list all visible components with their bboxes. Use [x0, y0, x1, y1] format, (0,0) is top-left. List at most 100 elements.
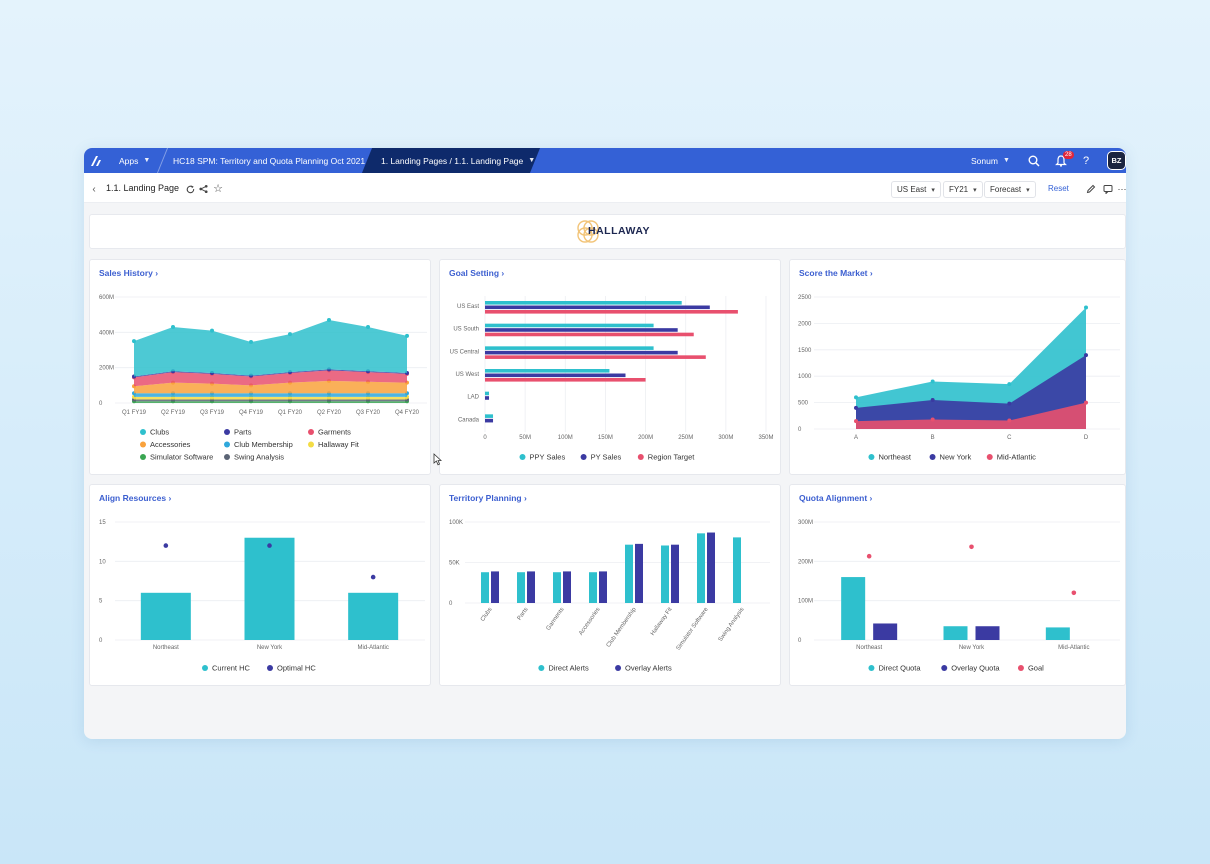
sales-legend-club-membership-label: Club Membership [234, 440, 293, 449]
anaplan-logo-icon[interactable] [90, 148, 104, 173]
sales-legend-club-membership-swatch [224, 441, 230, 448]
avatar[interactable]: BZ [1107, 151, 1126, 170]
goal-bar-ppy-sales [485, 323, 654, 328]
filter-version[interactable]: Forecast ▾ [984, 181, 1036, 198]
align-resources-title[interactable]: Align Resources › [99, 493, 172, 503]
terr-y-tick: 50K [449, 561, 460, 567]
workspace-label: Sonum [971, 155, 998, 166]
score-legend-mid-atlantic-label: Mid-Atlantic [997, 453, 1036, 462]
mouse-cursor-icon [433, 453, 442, 466]
terr-x-tick: Garments [546, 607, 566, 632]
refresh-icon[interactable] [185, 183, 195, 195]
sales-area-hallaway-fit [134, 396, 407, 400]
score-point-mid-atlantic [1084, 400, 1088, 405]
sales-x-tick: Q4 FY20 [395, 410, 420, 416]
quota-legend-direct-quota-label: Direct Quota [878, 664, 921, 673]
sales-point-clubs [366, 325, 370, 330]
goal-bar-py-sales [485, 350, 678, 355]
score-y-tick: 2000 [798, 321, 812, 327]
score-the-market-title[interactable]: Score the Market › [799, 268, 873, 278]
align-resources-panel: Align Resources › 15 10 5 0 Northeast New Yor… [89, 484, 431, 686]
sales-history-title[interactable]: Sales History › [99, 268, 159, 278]
terr-x-tick: Parts [517, 607, 530, 622]
goal-bar-region-target [485, 332, 694, 337]
score-point-mid-atlantic [1007, 418, 1012, 423]
terr-legend-overlay-alerts-label: Overlay Alerts [625, 664, 672, 673]
comment-icon[interactable] [1102, 183, 1113, 195]
model-label: HC18 SPM: Territory and Quota Planning O… [173, 155, 366, 166]
goal-legend-py-sales-label: PY Sales [591, 453, 622, 462]
pencil-icon[interactable] [1085, 183, 1096, 195]
score-point-new-york [930, 397, 935, 402]
terr-bar-direct-alerts [661, 545, 669, 603]
score-point-northeast [1084, 305, 1088, 310]
align-resources-chart: 15 10 5 0 Northeast New York Mid-Atlantic Curre… [99, 520, 425, 673]
goal-setting-panel: Goal Setting › 0 50M 100M 150M 200M 250M 300M 3… [439, 259, 781, 475]
chevron-down-icon: ▼ [143, 157, 151, 164]
search-icon[interactable] [1028, 148, 1042, 173]
back-chevron-icon[interactable]: ‹ [92, 183, 96, 195]
sales-legend-garments-label: Garments [318, 428, 351, 437]
align-legend-current-hc-swatch [202, 665, 208, 671]
model-menu[interactable]: HC18 SPM: Territory and Quota Planning O… [173, 148, 377, 173]
goal-legend-py-sales-swatch [580, 454, 587, 460]
quota-legend-overlay-quota-label: Overlay Quota [951, 664, 1000, 673]
quota-dot-goal [1071, 590, 1077, 596]
score-legend-northeast-swatch [868, 454, 875, 460]
workspace-menu[interactable]: Sonum ▼ [971, 148, 1010, 173]
goal-x-tick: 250M [678, 435, 693, 441]
filter-year[interactable]: FY21 ▾ [943, 181, 983, 198]
terr-bar-overlay-alerts [671, 544, 679, 603]
page-tab[interactable]: 1. Landing Pages / 1.1. Landing Page ▼ [381, 148, 535, 173]
align-y-tick: 5 [99, 599, 103, 605]
goal-bar-py-sales [485, 328, 678, 332]
territory-planning-title-text: Territory Planning [449, 493, 522, 503]
align-legend-optimal-hc-swatch [267, 665, 273, 671]
top-nav-bar: Apps ▼ HC18 SPM: Territory and Quota Plan… [84, 148, 1126, 173]
align-x-tick: New York [257, 645, 283, 651]
goal-x-tick: 100M [558, 435, 573, 441]
score-point-northeast [930, 379, 935, 384]
align-legend-optimal-hc-label: Optimal HC [277, 664, 316, 673]
filter-region[interactable]: US East ▾ [891, 181, 941, 198]
chevron-down-icon: ▾ [931, 186, 935, 194]
breadcrumb-separator [156, 148, 169, 173]
quota-bar-overlay-quota [873, 623, 898, 640]
page-tab-label: 1. Landing Pages / 1.1. Landing Page [381, 155, 524, 166]
quota-bar-overlay-quota [975, 626, 1000, 640]
quota-bar-direct-quota [841, 577, 866, 640]
sales-legend-accessories-label: Accessories [150, 440, 191, 449]
score-x-tick: D [1084, 435, 1089, 441]
help-icon[interactable]: ? [1083, 154, 1090, 167]
terr-bar-direct-alerts [589, 572, 597, 603]
goal-setting-title[interactable]: Goal Setting › [449, 268, 505, 278]
goal-category-label: US Central [450, 349, 479, 355]
terr-x-tick: Club Membership [606, 606, 638, 649]
score-point-new-york [1007, 401, 1012, 406]
score-x-tick: C [1007, 435, 1012, 441]
apps-label: Apps [119, 155, 139, 166]
terr-bar-overlay-alerts [707, 532, 715, 603]
sales-area-accessories [134, 380, 407, 394]
quota-alignment-title[interactable]: Quota Alignment › [799, 493, 873, 503]
share-icon[interactable] [198, 183, 208, 195]
align-bar-current-hc [348, 592, 399, 640]
score-legend-northeast-label: Northeast [878, 453, 911, 462]
quota-alignment-panel: Quota Alignment › 300M 200M 100M 0 Northeast… [789, 484, 1126, 686]
goal-bar-region-target [485, 355, 706, 359]
star-icon[interactable]: ☆ [213, 183, 223, 195]
quota-y-tick: 300M [798, 520, 813, 526]
goal-bar-py-sales [485, 373, 626, 378]
territory-planning-title[interactable]: Territory Planning › [449, 493, 527, 503]
terr-bar-direct-alerts [481, 572, 489, 603]
goal-setting-title-text: Goal Setting [449, 268, 500, 278]
apps-menu[interactable]: Apps ▼ [119, 148, 150, 173]
goal-x-tick: 200M [638, 435, 653, 441]
score-y-tick: 2500 [798, 295, 812, 301]
sales-legend-hallaway-fit-label: Hallaway Fit [318, 440, 360, 449]
quota-x-tick: Mid-Atlantic [1058, 645, 1089, 651]
sales-x-tick: Q4 FY19 [239, 410, 264, 416]
reset-button[interactable]: Reset [1048, 184, 1069, 193]
more-icon[interactable]: ⋯ [1117, 183, 1127, 194]
terr-legend-overlay-alerts-swatch [615, 665, 622, 671]
